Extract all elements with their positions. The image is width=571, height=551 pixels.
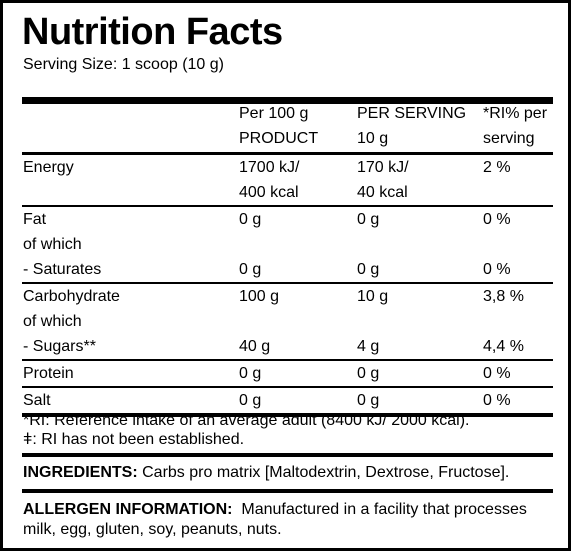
value-cell: 0 g xyxy=(357,392,380,409)
nutrient-label: of which xyxy=(23,236,82,253)
value-cell: 0 g xyxy=(357,261,380,278)
value-cell: 400 kcal xyxy=(239,184,299,201)
nutrient-label: Carbohydrate xyxy=(23,288,120,305)
value-cell: 1700 kJ/ xyxy=(239,159,300,176)
value-cell: 100 g xyxy=(239,288,280,305)
nutrient-label: Fat xyxy=(23,211,47,228)
rule xyxy=(22,359,553,361)
value-cell: 170 kJ/ xyxy=(357,159,409,176)
rule xyxy=(22,282,553,284)
header-cell: Per 100 g xyxy=(239,105,309,122)
value-cell: 4 g xyxy=(357,338,380,355)
title: Nutrition Facts xyxy=(22,11,283,53)
value-cell: 10 g xyxy=(357,288,389,305)
header-cell: serving xyxy=(483,130,535,147)
thick-rule xyxy=(22,97,553,104)
value-cell: 40 kcal xyxy=(357,184,408,201)
nutrient-label: Energy xyxy=(23,159,74,176)
value-cell: 4,4 % xyxy=(483,338,524,355)
serving-size: Serving Size: 1 scoop (10 g) xyxy=(23,56,224,73)
value-cell: 0 g xyxy=(357,365,380,382)
rule xyxy=(22,386,553,388)
rule xyxy=(22,152,553,155)
nutrient-label: Protein xyxy=(23,365,74,382)
value-cell: 0 % xyxy=(483,211,511,228)
value-cell: 40 g xyxy=(239,338,271,355)
header-cell: *RI% per xyxy=(483,105,548,122)
header-cell: PER SERVING xyxy=(357,105,467,122)
header-cell: 10 g xyxy=(357,130,389,147)
value-cell: 0 % xyxy=(483,392,511,409)
rule xyxy=(22,413,553,417)
value-cell: 3,8 % xyxy=(483,288,524,305)
value-cell: 0 % xyxy=(483,365,511,382)
value-cell: 0 g xyxy=(239,211,262,228)
header-cell: PRODUCT xyxy=(239,130,319,147)
ingredients-heading: INGREDIENTS: xyxy=(23,464,138,481)
ingredients: INGREDIENTS: Carbs pro matrix [Maltodext… xyxy=(23,463,553,483)
value-cell: 0 g xyxy=(239,261,262,278)
value-cell: 0 g xyxy=(239,392,262,409)
allergens-text: Manufactured in a facility that processe… xyxy=(23,501,527,538)
value-cell: 0 g xyxy=(239,365,262,382)
footnote: ǂ: RI has not been established. xyxy=(23,431,245,448)
value-cell: 2 % xyxy=(483,159,511,176)
nutrient-label: - Saturates xyxy=(23,261,102,278)
rule xyxy=(22,453,553,457)
value-cell: 0 % xyxy=(483,261,511,278)
allergens-heading: ALLERGEN INFORMATION: xyxy=(23,501,233,518)
rule xyxy=(22,205,553,207)
nutrient-label: Salt xyxy=(23,392,51,409)
rule xyxy=(22,489,553,493)
nutrient-label: of which xyxy=(23,313,82,330)
ingredients-text: Carbs pro matrix [Maltodextrin, Dextrose… xyxy=(142,464,510,481)
nutrient-label: - Sugars** xyxy=(23,338,96,355)
allergens: ALLERGEN INFORMATION: Manufactured in a … xyxy=(23,500,553,540)
value-cell: 0 g xyxy=(357,211,380,228)
